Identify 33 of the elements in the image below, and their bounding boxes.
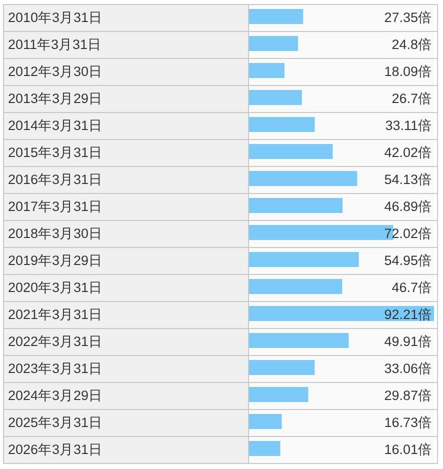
- y-tick-label: 2025年3月31日: [8, 415, 103, 430]
- data-label: 24.8倍: [392, 37, 432, 52]
- data-label: 92.21倍: [384, 307, 432, 322]
- y-tick-label: 2026年3月31日: [8, 442, 103, 457]
- y-tick-label: 2017年3月31日: [8, 199, 103, 214]
- data-label: 54.13倍: [384, 172, 432, 187]
- y-tick-label: 2015年3月31日: [8, 145, 103, 160]
- data-label: 46.7倍: [392, 280, 432, 295]
- y-tick-label: 2019年3月29日: [8, 253, 103, 268]
- y-tick-label: 2018年3月30日: [8, 226, 103, 241]
- y-tick-label: 2016年3月31日: [8, 172, 103, 187]
- data-label: 33.06倍: [384, 361, 432, 376]
- y-tick-label: 2011年3月31日: [8, 37, 102, 52]
- data-label: 18.09倍: [384, 64, 432, 79]
- y-tick-label: 2012年3月30日: [8, 64, 103, 79]
- data-label: 46.89倍: [384, 199, 432, 214]
- data-label: 29.87倍: [384, 388, 432, 403]
- y-tick-label: 2013年3月29日: [8, 91, 103, 106]
- data-label: 33.11倍: [385, 118, 432, 133]
- y-tick-label: 2021年3月31日: [8, 307, 103, 322]
- y-tick-label: 2020年3月31日: [8, 280, 103, 295]
- data-label: 26.7倍: [392, 91, 432, 106]
- data-label: 54.95倍: [384, 253, 432, 268]
- y-tick-label: 2022年3月31日: [8, 334, 103, 349]
- data-label: 42.02倍: [384, 145, 432, 160]
- data-label: 16.01倍: [384, 442, 432, 457]
- y-tick-label: 2010年3月31日: [8, 10, 103, 25]
- data-label: 49.91倍: [384, 334, 432, 349]
- y-tick-label: 2014年3月31日: [8, 118, 103, 133]
- y-tick-label: 2024年3月29日: [8, 388, 103, 403]
- data-label: 16.73倍: [384, 415, 432, 430]
- y-tick-label: 2023年3月31日: [8, 361, 103, 376]
- data-label: 27.35倍: [384, 10, 432, 25]
